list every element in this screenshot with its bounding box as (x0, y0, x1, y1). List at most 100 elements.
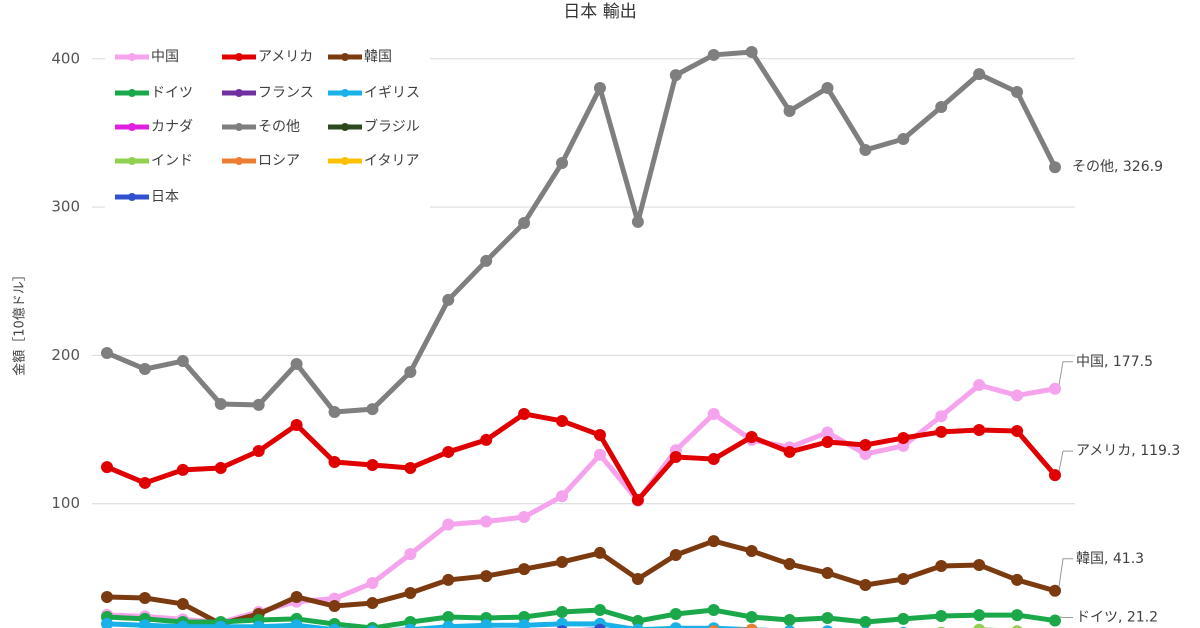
legend-marker (128, 89, 136, 97)
point (404, 623, 417, 628)
data-label: 韓国, 41.3 (1076, 551, 1144, 567)
point (366, 458, 379, 471)
point (821, 612, 834, 625)
point (442, 573, 455, 586)
legend-label: インド (151, 153, 193, 169)
point (593, 82, 606, 95)
point (366, 403, 379, 416)
point (214, 398, 227, 411)
data-label: その他, 326.9 (1072, 159, 1163, 175)
point (480, 515, 493, 528)
point (897, 432, 910, 445)
point (518, 511, 531, 524)
legend-marker (128, 193, 136, 201)
point (252, 620, 265, 628)
legend-label: 日本 (151, 189, 179, 205)
legend-label: アメリカ (258, 49, 313, 65)
y-axis-label: 金額［10億ドル］ (12, 268, 28, 376)
point (1049, 614, 1061, 627)
point (518, 619, 531, 628)
data-label: アメリカ, 119.3 (1076, 443, 1180, 459)
legend-label: イタリア (364, 153, 419, 169)
point (518, 563, 531, 576)
point (367, 625, 378, 628)
series-line (106, 411, 1057, 503)
point (252, 398, 265, 411)
point (1049, 161, 1061, 174)
data-label: ドイツ, 21.2 (1076, 610, 1158, 626)
point (707, 535, 720, 548)
point (821, 566, 834, 579)
point (404, 366, 417, 379)
legend-label: イギリス (364, 85, 420, 101)
legend-label: ロシア (258, 153, 300, 169)
point (556, 625, 568, 628)
point (973, 609, 986, 622)
point (973, 379, 986, 392)
point (822, 625, 833, 628)
point (1011, 573, 1024, 586)
point (632, 623, 644, 628)
point (973, 558, 986, 571)
legend-label: 韓国 (364, 49, 392, 65)
point (973, 68, 986, 81)
point (1011, 389, 1024, 402)
legend-label: ブラジル (364, 118, 420, 135)
point (556, 617, 569, 628)
point (707, 48, 720, 61)
point (897, 133, 910, 146)
point (593, 604, 606, 617)
point (480, 254, 493, 267)
legend-marker (235, 157, 243, 165)
point (404, 586, 417, 599)
point (745, 45, 758, 58)
point (783, 613, 796, 626)
legend-marker (235, 123, 243, 131)
point (669, 608, 682, 621)
point (518, 216, 531, 229)
leader-line (1058, 361, 1073, 385)
point (404, 548, 417, 561)
point (1049, 469, 1061, 482)
point (935, 410, 948, 423)
point (101, 461, 113, 474)
point (745, 545, 758, 558)
point (859, 616, 872, 628)
point (631, 573, 644, 586)
point (404, 461, 417, 474)
point (138, 619, 151, 628)
legend-label: カナダ (151, 119, 193, 135)
point (252, 445, 265, 458)
legend-marker (128, 53, 136, 61)
point (328, 600, 341, 613)
point (935, 609, 948, 622)
point (631, 215, 644, 228)
point (1049, 584, 1061, 597)
point (935, 425, 948, 438)
point (821, 436, 834, 449)
chart-title: 日本 輸出 (563, 2, 636, 22)
series-line (106, 538, 1056, 627)
point (784, 625, 795, 628)
point (745, 623, 758, 628)
y-tick-label: 100 (51, 494, 80, 512)
point (707, 604, 720, 617)
point (480, 619, 493, 628)
point (745, 611, 758, 624)
point (631, 615, 644, 628)
point (859, 144, 872, 157)
point (518, 611, 531, 624)
y-tick-label: 400 (51, 49, 80, 67)
point (593, 429, 606, 442)
point (594, 623, 606, 628)
legend-marker (235, 89, 243, 97)
point (101, 347, 113, 360)
point (176, 463, 189, 476)
point (442, 293, 455, 306)
point (138, 592, 151, 605)
point (669, 622, 682, 628)
point (101, 590, 113, 603)
point (821, 82, 834, 95)
point (480, 570, 493, 583)
